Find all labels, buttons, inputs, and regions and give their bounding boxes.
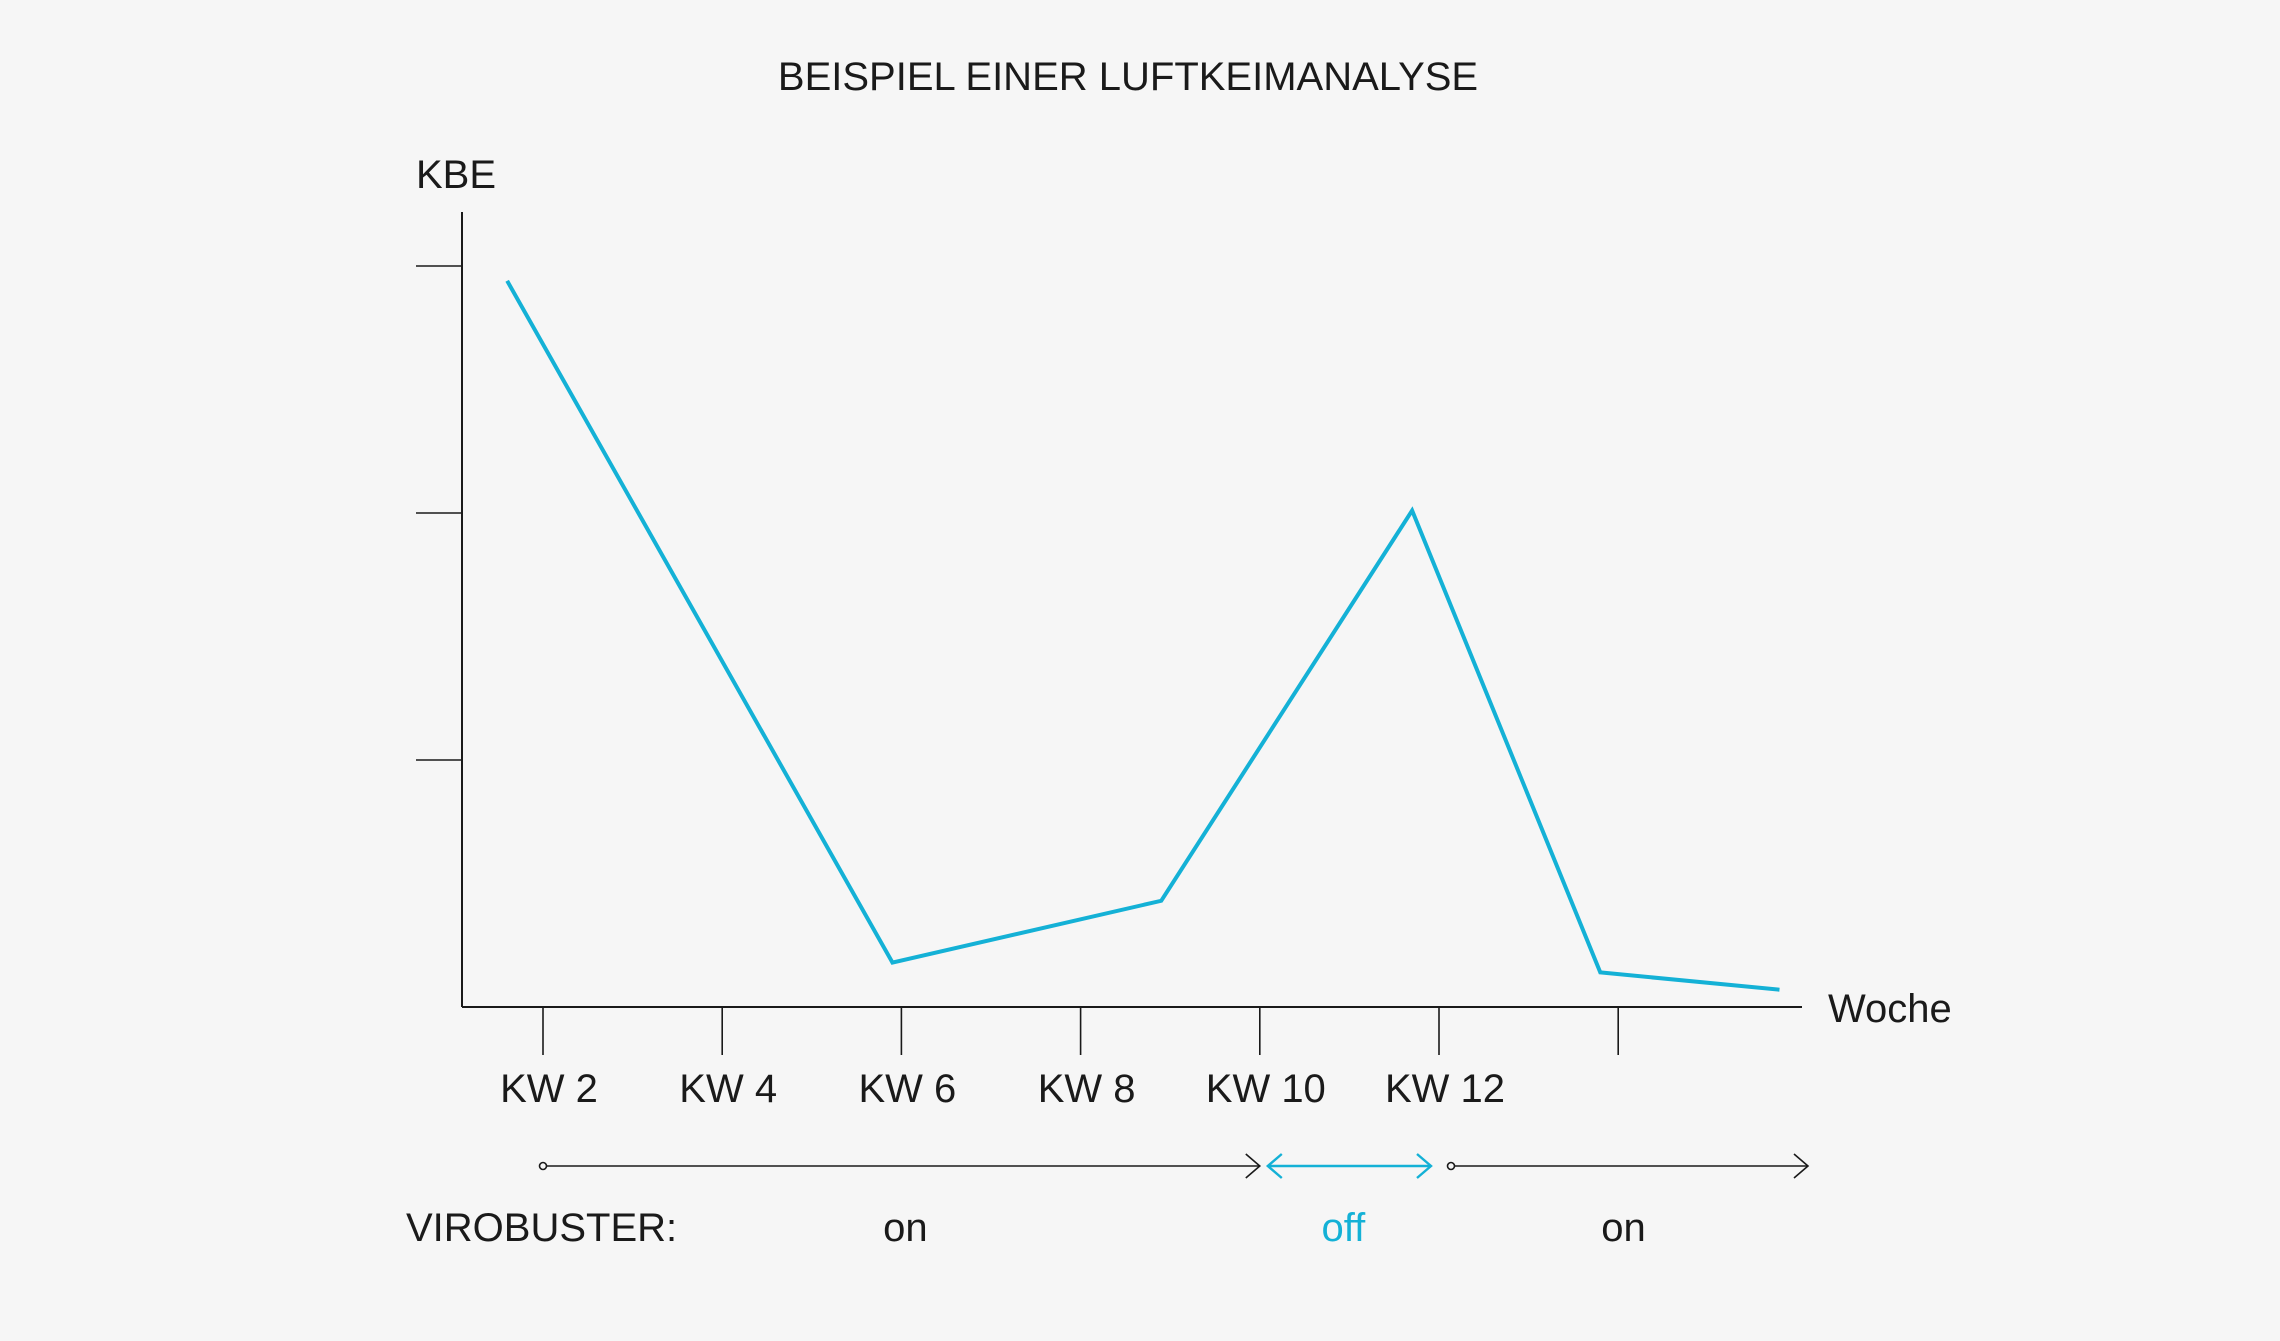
virobuster-timeline: VIROBUSTER: on off on	[406, 1153, 1810, 1250]
virobuster-state-1: on	[883, 1206, 928, 1250]
x-tick-label-5: KW 10	[1206, 1067, 1326, 1111]
x-tick-label-4: KW 8	[1038, 1067, 1136, 1111]
x-tick-label-2: KW 4	[679, 1067, 777, 1111]
x-ticks: KW 2 KW 4 KW 6 KW 8 KW 10 KW 12	[500, 1007, 1619, 1111]
virobuster-label: VIROBUSTER:	[406, 1206, 677, 1250]
on-arrow-head	[1245, 1153, 1262, 1179]
virobuster-period-3: on	[1446, 1153, 1810, 1250]
x-tick-label-6: KW 12	[1385, 1067, 1505, 1111]
x-tick-label-3: KW 6	[859, 1067, 957, 1111]
off-arrow-right-head	[1416, 1153, 1433, 1179]
x-tick-label-1: KW 2	[500, 1067, 598, 1111]
virobuster-state-2: off	[1322, 1206, 1367, 1250]
on-arrow-start-dot	[538, 1161, 548, 1171]
on-arrow-head	[1793, 1153, 1810, 1179]
y-axis-label: KBE	[416, 153, 496, 197]
virobuster-state-3: on	[1601, 1206, 1646, 1250]
off-arrow-left-head	[1265, 1153, 1283, 1179]
x-axis-label: Woche	[1828, 987, 1952, 1031]
on-arrow-start-dot	[1446, 1161, 1456, 1171]
series-line-1	[505, 279, 1780, 992]
series-layer	[505, 279, 1780, 992]
chart-title: BEISPIEL EINER LUFTKEIMANALYSE	[778, 55, 1478, 99]
virobuster-period-2: off	[1265, 1153, 1433, 1250]
y-ticks	[416, 265, 462, 761]
virobuster-period-1: on	[538, 1153, 1262, 1250]
